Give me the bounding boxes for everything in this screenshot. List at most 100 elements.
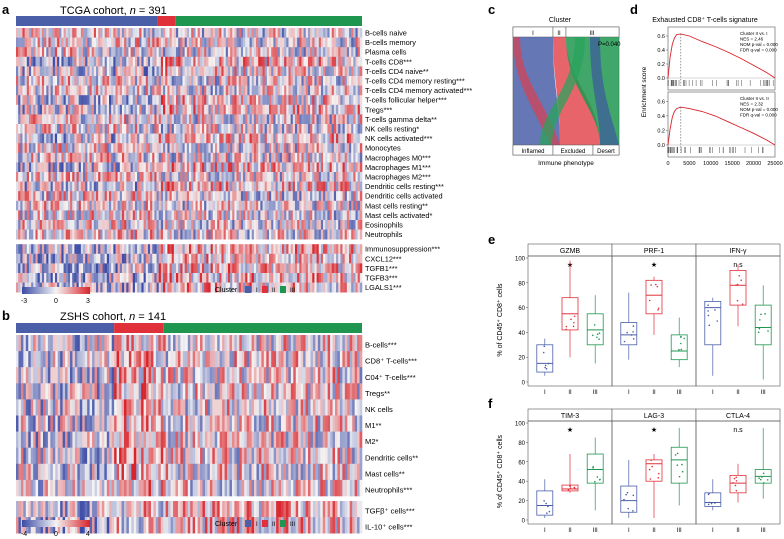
boxplot-ylabel: % of CD45⁺ CD8⁺ cells xyxy=(496,434,504,508)
gsea-ylabel: Enrichment score xyxy=(641,66,648,117)
heatmap-row-label: Dendritic cells resting*** xyxy=(365,182,444,191)
panel-a-letter: a xyxy=(2,2,10,17)
heatmap-row-label: TGFB3*** xyxy=(365,273,398,282)
gsea-stat: NOM p-val = 0.000 xyxy=(740,42,778,47)
panel-b-title: ZSHS cohort, n = 141 xyxy=(60,311,166,323)
boxplot-significance: ★ xyxy=(651,261,657,269)
boxplot-y-tick: 40 xyxy=(518,480,525,486)
panel-c-letter: c xyxy=(488,2,495,17)
boxplot-y-tick: 20 xyxy=(518,356,525,362)
heatmap-row-label: M1** xyxy=(365,421,382,430)
heatmap-a-colorbar: -3 0 3 xyxy=(21,287,90,305)
colorbar-a-tick-high: 3 xyxy=(86,298,90,305)
boxplot-box-III xyxy=(586,437,604,511)
gsea-y-tick: 0.4 xyxy=(657,114,665,120)
heatmap-row-label: T-cells CD8*** xyxy=(365,57,412,66)
boxplot-x-label: I xyxy=(628,528,630,534)
colorbar-a-tick-mid: 0 xyxy=(54,298,58,305)
heatmap-row-label: B-cells memory xyxy=(365,38,416,47)
heatmap-row-label: T-cells CD4 memory resting*** xyxy=(365,76,465,85)
gsea-stat: FDR q-val = 0.000 xyxy=(740,48,777,53)
gsea-enrichment-line xyxy=(667,106,776,146)
boxplot-significance: n.s xyxy=(733,427,743,434)
heatmap-row-label: Immunosuppression*** xyxy=(365,245,440,254)
panel-d-letter: d xyxy=(630,2,638,17)
boxplot-group-title: CTLA-4 xyxy=(726,413,750,420)
heatmap-row-label: Eosinophils xyxy=(365,220,403,229)
gsea-enrichment-line xyxy=(667,33,776,79)
gsea-y-tick: 0.2 xyxy=(657,128,665,134)
heatmap-row-label: Macrophages M0*** xyxy=(365,153,431,162)
boxplot-y-tick: 20 xyxy=(518,499,525,505)
boxplot-x-label: III xyxy=(593,528,598,534)
gsea-y-tick: 0.0 xyxy=(657,76,665,82)
boxplot-box-I xyxy=(536,338,554,376)
boxplot-y-tick: 60 xyxy=(518,460,525,466)
boxplot-x-label: I xyxy=(712,390,714,396)
heatmap-row-label: Dendritic cells** xyxy=(365,453,418,462)
boxplot-significance: ★ xyxy=(567,426,573,434)
boxplot-x-label: II xyxy=(736,390,740,396)
gsea-stat: Cluster II vs. I xyxy=(740,31,768,36)
boxplot-box-III xyxy=(754,427,772,499)
boxplot-group-title: PRF-1 xyxy=(644,248,664,255)
heatmap-row-label: B-cells naive xyxy=(365,28,407,37)
heatmap-row-label: IL-10⁺ cells*** xyxy=(365,523,413,532)
boxplot-x-label: I xyxy=(544,528,546,534)
gsea-y-tick: 0.6 xyxy=(657,99,665,105)
alluvial-xlabel: Immune phenotype xyxy=(538,160,594,167)
boxplot-box-III xyxy=(670,427,688,506)
boxplot-box-I xyxy=(536,479,554,519)
heatmap-row-label: Macrophages M1*** xyxy=(365,163,431,172)
boxplot-y-tick: 60 xyxy=(518,306,525,312)
boxplot-x-label: II xyxy=(568,528,572,534)
boxplot-box-I xyxy=(620,459,638,519)
gsea-stat: NOM p-val = 0.000 xyxy=(740,107,778,112)
heatmap-row-label: Plasma cells xyxy=(365,48,407,57)
heatmap-row-label: Monocytes xyxy=(365,144,401,153)
heatmap-row-label: Mast cells** xyxy=(365,469,405,478)
panel-e-letter: e xyxy=(488,232,495,247)
heatmap-a xyxy=(16,16,363,293)
boxplot-y-tick: 100 xyxy=(515,422,526,428)
boxplot-panel-f: 0 20 40 60 80 100 % of CD45⁺ CD8⁺ cells TIM-3 ★ I… xyxy=(496,408,781,534)
gsea-x-tick: 15000 xyxy=(725,161,740,167)
boxplot-x-label: I xyxy=(628,390,630,396)
heatmap-row-label: Neutrophils*** xyxy=(365,485,412,494)
heatmap-row-label: Mast cells resting** xyxy=(365,201,428,210)
heatmap-row-label: Macrophages M2*** xyxy=(365,172,431,181)
boxplot-box-III xyxy=(586,295,604,364)
heatmap-row-label: CXCL12*** xyxy=(365,254,402,263)
heatmap-row-label: B-cells*** xyxy=(365,341,397,350)
boxplot-x-label: II xyxy=(652,528,656,534)
gsea-x-tick: 5000 xyxy=(683,161,695,167)
boxplot-box-II xyxy=(645,276,663,335)
heatmap-a-cluster-legend: Cluster I II III xyxy=(215,286,295,294)
gsea-title: Exhausted CD8⁺ T-cells signature xyxy=(652,16,758,24)
heatmap-b-cluster-legend: Cluster I II III xyxy=(215,520,295,528)
boxplot-box-II xyxy=(729,463,747,503)
boxplot-box-III xyxy=(754,285,772,380)
boxplot-x-label: III xyxy=(677,390,682,396)
boxplot-x-label: III xyxy=(761,390,766,396)
boxplot-significance: ★ xyxy=(651,426,657,434)
boxplot-y-tick: 0 xyxy=(522,381,526,387)
gsea-y-tick: 0.0 xyxy=(657,143,665,149)
boxplot-x-label: II xyxy=(652,390,656,396)
boxplot-group-title: GZMB xyxy=(560,248,581,255)
alluvial-pvalue: P=0.040 xyxy=(598,42,621,48)
heatmap-row-label: NK cells activated*** xyxy=(365,134,432,143)
gsea-y-tick: 0.6 xyxy=(657,34,665,40)
boxplot-x-label: III xyxy=(593,390,598,396)
heatmap-row-label: NK cells xyxy=(365,405,393,414)
boxplot-box-II xyxy=(645,454,663,519)
alluvial-panel-c: Cluster I II III P=0.040 Inflamed Exclud… xyxy=(512,17,621,167)
boxplot-x-label: I xyxy=(712,528,714,534)
boxplot-group-title: TIM-3 xyxy=(561,413,579,420)
cluster-bar-II xyxy=(157,16,176,26)
boxplot-ylabel: % of CD45⁺ CD8⁺ cells xyxy=(496,283,504,357)
gsea-stat: Cluster II vs. II xyxy=(740,96,769,101)
boxplot-box-II xyxy=(561,260,579,358)
